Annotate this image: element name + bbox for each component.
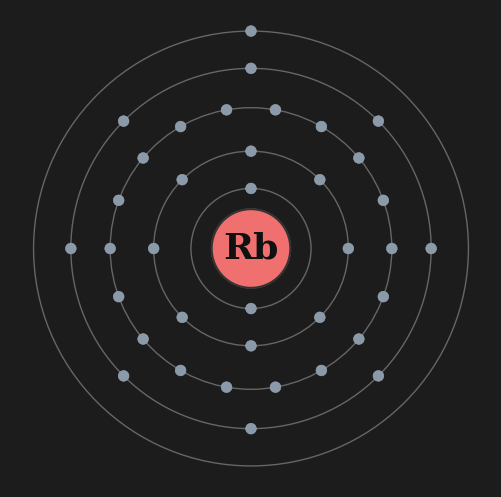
Circle shape — [270, 382, 280, 393]
Text: Rb: Rb — [223, 232, 278, 265]
Circle shape — [353, 333, 364, 344]
Circle shape — [113, 195, 124, 206]
Circle shape — [314, 312, 325, 323]
Circle shape — [148, 243, 159, 254]
Circle shape — [245, 63, 256, 74]
Circle shape — [386, 243, 396, 254]
Circle shape — [245, 183, 256, 194]
Circle shape — [211, 209, 290, 288]
Circle shape — [316, 121, 326, 132]
Circle shape — [137, 153, 148, 164]
Circle shape — [245, 303, 256, 314]
Circle shape — [316, 365, 326, 376]
Circle shape — [221, 104, 231, 115]
Circle shape — [176, 174, 187, 185]
Circle shape — [270, 104, 280, 115]
Circle shape — [314, 174, 325, 185]
Circle shape — [372, 370, 383, 381]
Circle shape — [118, 116, 129, 127]
Circle shape — [353, 153, 364, 164]
Circle shape — [113, 291, 124, 302]
Circle shape — [245, 340, 256, 351]
Circle shape — [342, 243, 353, 254]
Circle shape — [221, 382, 231, 393]
Circle shape — [175, 121, 185, 132]
Circle shape — [425, 243, 436, 254]
Circle shape — [137, 333, 148, 344]
Circle shape — [245, 146, 256, 157]
Circle shape — [372, 116, 383, 127]
Circle shape — [65, 243, 76, 254]
Circle shape — [176, 312, 187, 323]
Circle shape — [245, 423, 256, 434]
Circle shape — [105, 243, 115, 254]
Circle shape — [245, 26, 256, 36]
Circle shape — [377, 195, 388, 206]
Circle shape — [377, 291, 388, 302]
Circle shape — [118, 370, 129, 381]
Circle shape — [175, 365, 185, 376]
